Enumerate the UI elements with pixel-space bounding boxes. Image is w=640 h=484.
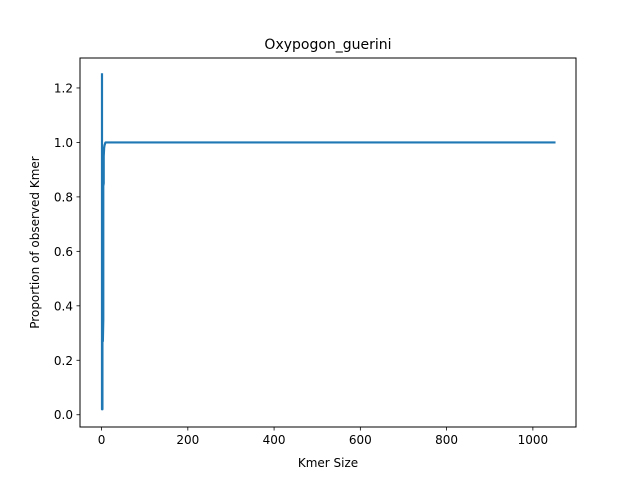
x-tick-label: 800 [435,433,458,447]
y-axis-label: Proportion of observed Kmer [28,156,42,328]
axes-frame [79,57,577,428]
y-tick-label: 0.4 [54,299,73,313]
y-tick-label: 0.6 [54,245,73,259]
y-tick-label: 0.8 [54,190,73,204]
x-tick-label: 200 [176,433,199,447]
plot-area [100,73,556,411]
y-tick-label: 0.2 [54,354,73,368]
x-axis-label: Kmer Size [298,456,358,470]
y-tick-label: 1.0 [54,136,73,150]
x-tick-label: 400 [263,433,286,447]
y-tick-label: 0.0 [54,408,73,422]
axis-ticks: 0 200 400 600 800 1000 0.0 0.2 0.4 0.6 0.8 1.0 1.2 [54,81,548,447]
chart-title: Oxypogon_guerini [264,37,391,53]
x-tick-label: 0 [98,433,106,447]
series-line [100,73,556,411]
x-tick-label: 1000 [518,433,549,447]
y-tick-label: 1.2 [54,81,73,95]
x-tick-label: 600 [349,433,372,447]
